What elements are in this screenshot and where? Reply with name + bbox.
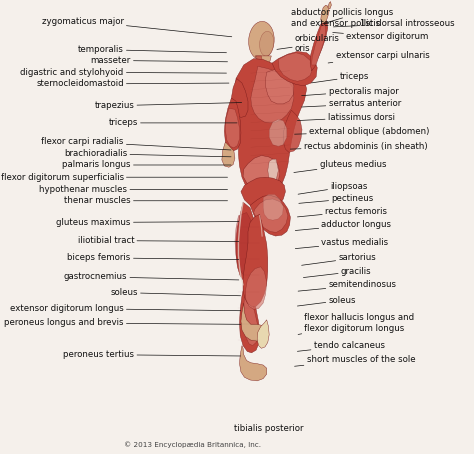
Polygon shape [254, 199, 288, 232]
Text: hypothenar muscles: hypothenar muscles [39, 185, 228, 194]
Text: rectus femoris: rectus femoris [297, 207, 387, 217]
Text: short muscles of the sole: short muscles of the sole [294, 355, 415, 366]
Text: pectoralis major: pectoralis major [301, 87, 398, 96]
Text: iliotibial tract: iliotibial tract [78, 236, 239, 245]
Polygon shape [243, 287, 258, 345]
Text: biceps femoris: biceps femoris [67, 253, 239, 262]
Polygon shape [222, 142, 235, 167]
Polygon shape [257, 320, 269, 348]
Text: tibialis posterior: tibialis posterior [234, 424, 303, 433]
Text: flexor carpi radialis: flexor carpi radialis [41, 138, 231, 150]
Polygon shape [269, 119, 287, 147]
Text: digastric and stylohyoid: digastric and stylohyoid [20, 68, 227, 77]
Polygon shape [243, 214, 268, 306]
Text: semitendinosus: semitendinosus [298, 281, 397, 291]
Text: © 2013 Encyclopædia Britannica, Inc.: © 2013 Encyclopædia Britannica, Inc. [124, 441, 261, 448]
Polygon shape [272, 51, 317, 86]
Polygon shape [226, 109, 239, 148]
Polygon shape [263, 194, 283, 220]
Text: vastus medialis: vastus medialis [295, 238, 389, 249]
Text: orbicularis
oris: orbicularis oris [277, 34, 340, 54]
Text: serratus anterior: serratus anterior [301, 99, 401, 109]
Polygon shape [243, 155, 280, 191]
Text: peroneus longus and brevis: peroneus longus and brevis [4, 318, 241, 327]
Polygon shape [224, 98, 241, 151]
Polygon shape [321, 5, 329, 23]
Text: soleus: soleus [297, 296, 356, 306]
Text: abductor pollicis longus
and extensor pollicis: abductor pollicis longus and extensor po… [292, 8, 394, 28]
Text: triceps: triceps [109, 118, 237, 128]
Text: extensor carpi ulnaris: extensor carpi ulnaris [328, 51, 429, 63]
Text: gluteus maximus: gluteus maximus [56, 218, 239, 227]
Text: triceps: triceps [311, 72, 369, 83]
Text: gluteus medius: gluteus medius [294, 160, 386, 173]
Polygon shape [231, 79, 248, 118]
Text: gastrocnemius: gastrocnemius [64, 272, 239, 281]
Text: tendo calcaneus: tendo calcaneus [297, 341, 385, 351]
Polygon shape [278, 53, 313, 81]
Polygon shape [241, 177, 285, 210]
Polygon shape [250, 195, 291, 236]
Text: sartorius: sartorius [301, 253, 376, 265]
Polygon shape [311, 23, 326, 65]
Text: trapezius: trapezius [94, 101, 242, 110]
Text: flexor digitorum superficialis: flexor digitorum superficialis [0, 173, 228, 182]
Text: 1st dorsal introsseous: 1st dorsal introsseous [333, 19, 455, 28]
Ellipse shape [249, 21, 274, 59]
Ellipse shape [260, 31, 274, 56]
Polygon shape [246, 267, 267, 309]
Text: external oblique (abdomen): external oblique (abdomen) [294, 128, 429, 137]
Text: pectineus: pectineus [299, 194, 374, 203]
Text: zygomaticus major: zygomaticus major [42, 16, 232, 37]
Polygon shape [235, 212, 259, 278]
Text: masseter: masseter [91, 56, 228, 65]
Text: sternocleidomastoid: sternocleidomastoid [36, 79, 229, 89]
Polygon shape [241, 303, 267, 341]
Text: brachioradialis: brachioradialis [64, 149, 231, 158]
Text: latissimus dorsi: latissimus dorsi [297, 113, 395, 122]
Polygon shape [239, 345, 267, 381]
Polygon shape [310, 20, 328, 71]
Text: rectus abdominis (in sheath): rectus abdominis (in sheath) [291, 142, 428, 151]
Polygon shape [235, 59, 307, 199]
Polygon shape [251, 66, 294, 123]
Polygon shape [328, 2, 331, 9]
Text: gracilis: gracilis [303, 267, 372, 277]
Polygon shape [236, 202, 261, 285]
Polygon shape [283, 110, 302, 153]
Text: temporalis: temporalis [78, 45, 227, 54]
Text: peroneus tertius: peroneus tertius [63, 350, 241, 359]
Text: adductor longus: adductor longus [295, 220, 392, 231]
Text: iliopsoas: iliopsoas [298, 182, 368, 194]
Text: thenar muscles: thenar muscles [64, 196, 228, 205]
Text: extensor digitorum longus: extensor digitorum longus [10, 304, 241, 313]
Polygon shape [265, 69, 294, 104]
Text: extensor digitorum: extensor digitorum [333, 32, 428, 41]
Polygon shape [239, 284, 260, 353]
Text: flexor hallucis longus and
flexor digitorum longus: flexor hallucis longus and flexor digito… [298, 313, 415, 335]
Polygon shape [268, 159, 278, 182]
Text: palmaris longus: palmaris longus [62, 161, 231, 169]
Polygon shape [255, 56, 271, 66]
Polygon shape [256, 56, 262, 63]
Text: soleus: soleus [110, 288, 241, 297]
